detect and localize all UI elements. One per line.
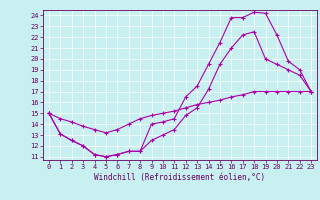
X-axis label: Windchill (Refroidissement éolien,°C): Windchill (Refroidissement éolien,°C) (94, 173, 266, 182)
